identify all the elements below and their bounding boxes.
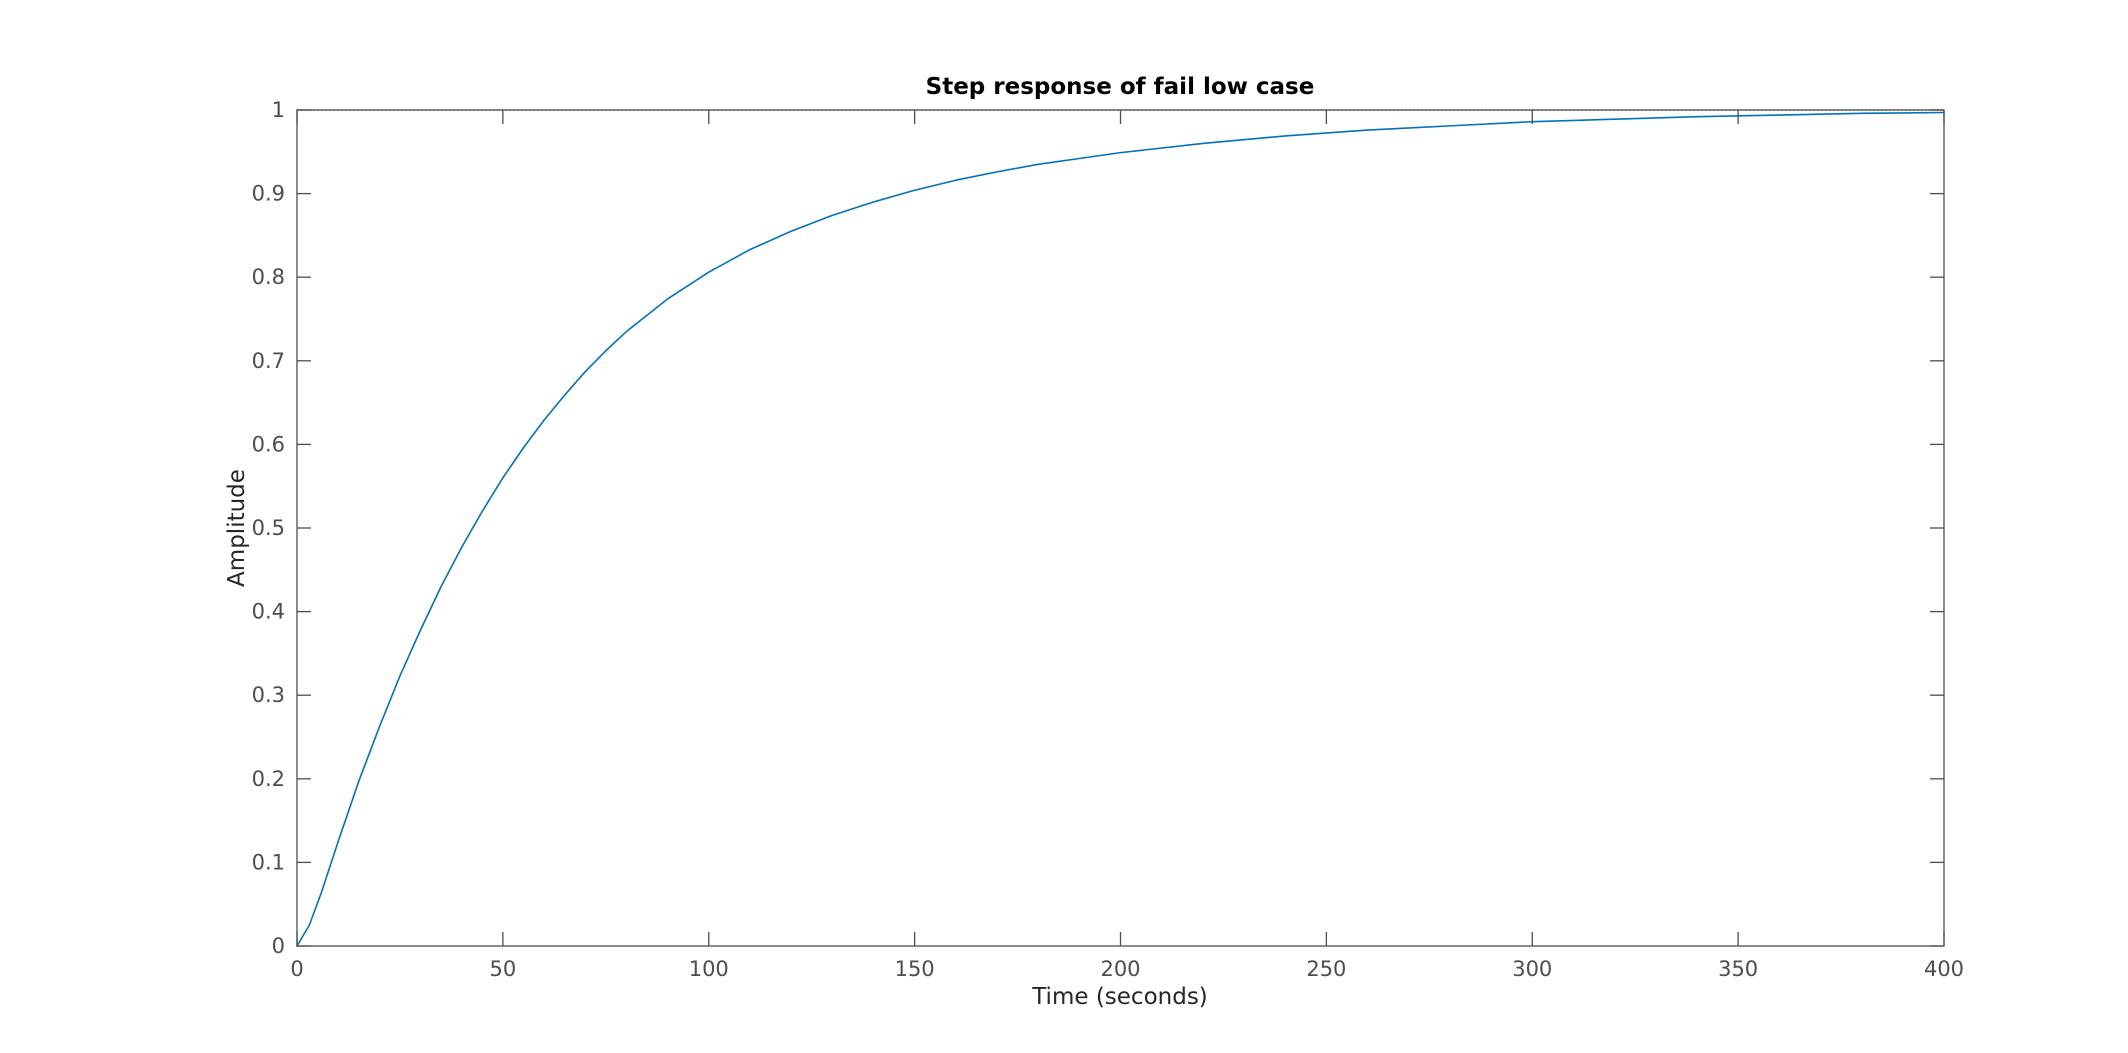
x-tick-label: 250 [1306, 957, 1346, 981]
x-tick-label: 300 [1512, 957, 1552, 981]
tick-layer: 0 50 100 150 200 250 300 350 400 0 0.1 0.2 0.3 0.4 0.5… [252, 98, 1964, 981]
x-tick-label: 100 [689, 957, 729, 981]
y-tick-label: 0.5 [252, 516, 285, 540]
series-layer [296, 111, 1945, 947]
y-tick-label: 0.7 [252, 349, 285, 373]
y-tick-label: 0.2 [252, 767, 285, 791]
x-tick-label: 50 [490, 957, 517, 981]
y-tick-label: 0.3 [252, 683, 285, 707]
x-tick-label: 0 [290, 957, 303, 981]
x-tick-label: 200 [1100, 957, 1140, 981]
y-axis-label: Amplitude [224, 469, 250, 587]
y-tick-label: 0 [272, 934, 285, 958]
y-tick-label: 0.9 [252, 182, 285, 206]
y-tick-label: 0.6 [252, 432, 285, 456]
y-tick-label: 0.4 [252, 600, 285, 624]
x-tick-label: 400 [1924, 957, 1964, 981]
y-tick-label: 1 [272, 98, 285, 122]
x-tick-label: 350 [1718, 957, 1758, 981]
x-axis-label: Time (seconds) [1031, 984, 1208, 1010]
y-tick-label: 0.1 [252, 850, 285, 874]
chart-title: Step response of fail low case [926, 74, 1315, 100]
plot-area [297, 110, 1944, 946]
y-tick-label: 0.8 [252, 265, 285, 289]
step-response-line [296, 111, 1945, 947]
x-tick-label: 150 [895, 957, 935, 981]
